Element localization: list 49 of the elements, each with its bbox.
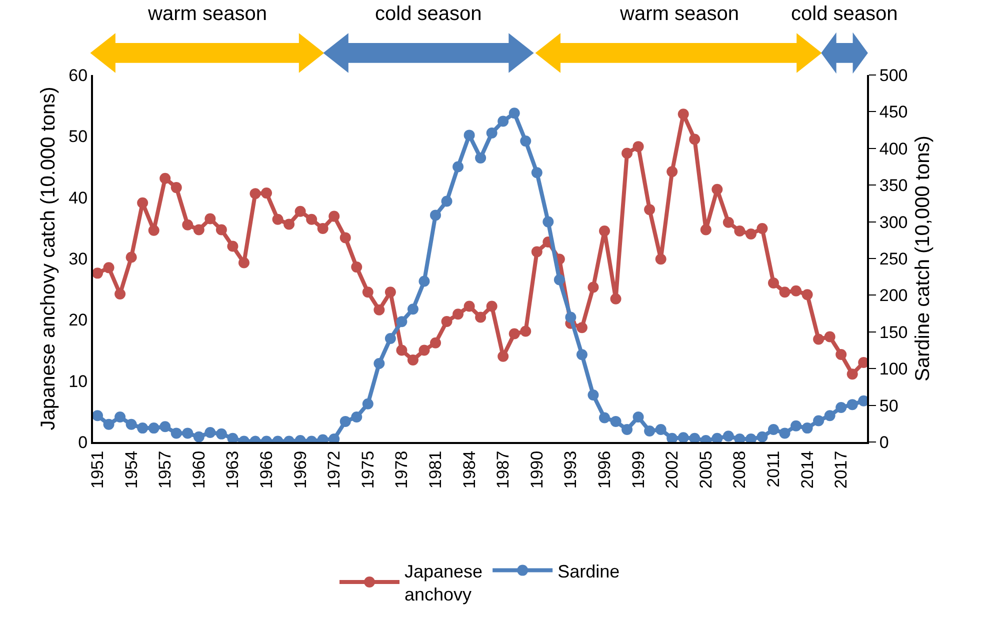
y2-tick-label: 450: [879, 102, 908, 122]
x-tick-label: 1954: [122, 450, 141, 489]
x-tick-label: 1963: [223, 450, 242, 489]
y2-tick-label: 0: [879, 432, 889, 452]
x-tick-label: 1960: [189, 450, 208, 489]
text: warm season: [147, 3, 267, 25]
y2-tick-label: 200: [879, 286, 908, 306]
y2-tick-label: 400: [879, 139, 908, 158]
y-tick-label: 30: [68, 249, 88, 268]
x-tick-label: 1972: [324, 450, 344, 489]
x-tick-label: 1966: [257, 450, 276, 489]
y2-tick-label: 50: [879, 396, 898, 416]
x-tick-label: 1975: [358, 450, 378, 489]
y-tick-label: 20: [68, 310, 88, 330]
y2-tick-label: 350: [879, 176, 908, 196]
x-tick-label: 1990: [527, 450, 546, 489]
x-tick-label: 1987: [494, 450, 513, 489]
x-tick-label: 1969: [290, 450, 310, 489]
y2-axis-title: Sardine catch (10,000 tons): [912, 136, 934, 382]
y-tick-label: 0: [78, 432, 88, 452]
x-tick-label: 2017: [832, 450, 851, 489]
y2-tick-label: 150: [879, 322, 908, 342]
x-tick-label: 1999: [628, 450, 648, 489]
y2-tick-label: 300: [879, 212, 908, 232]
text: warm season: [619, 3, 739, 25]
x-tick-label: 1951: [88, 450, 108, 489]
y-tick-label: 10: [68, 372, 88, 391]
x-tick-label: 1993: [561, 450, 580, 489]
x-tick-label: 2008: [730, 450, 750, 489]
legend-label: Sardine: [558, 561, 620, 582]
y2-tick-label: 500: [879, 66, 908, 85]
x-tick-label: 2011: [764, 450, 784, 488]
x-tick-label: 1996: [595, 450, 614, 489]
y-tick-label: 40: [68, 188, 88, 208]
x-tick-label: 1981: [426, 450, 446, 489]
y-axis-title: Japanese anchovy catch (10.000 tons): [38, 86, 60, 430]
x-tick-label: 2005: [696, 450, 716, 489]
text: cold season: [791, 3, 898, 25]
legend-label: Japanese anchovy: [404, 561, 483, 605]
y2-tick-label: 100: [879, 360, 908, 379]
x-tick-label: 2002: [662, 450, 682, 489]
x-tick-label: 1957: [156, 450, 175, 489]
y2-tick-label: 250: [879, 249, 908, 268]
y-tick-label: 60: [68, 66, 88, 85]
x-tick-label: 2014: [798, 450, 817, 489]
y-tick-label: 50: [68, 127, 88, 146]
x-tick-label: 1978: [392, 450, 412, 489]
text: cold season: [375, 3, 482, 25]
x-tick-label: 1984: [460, 450, 479, 489]
